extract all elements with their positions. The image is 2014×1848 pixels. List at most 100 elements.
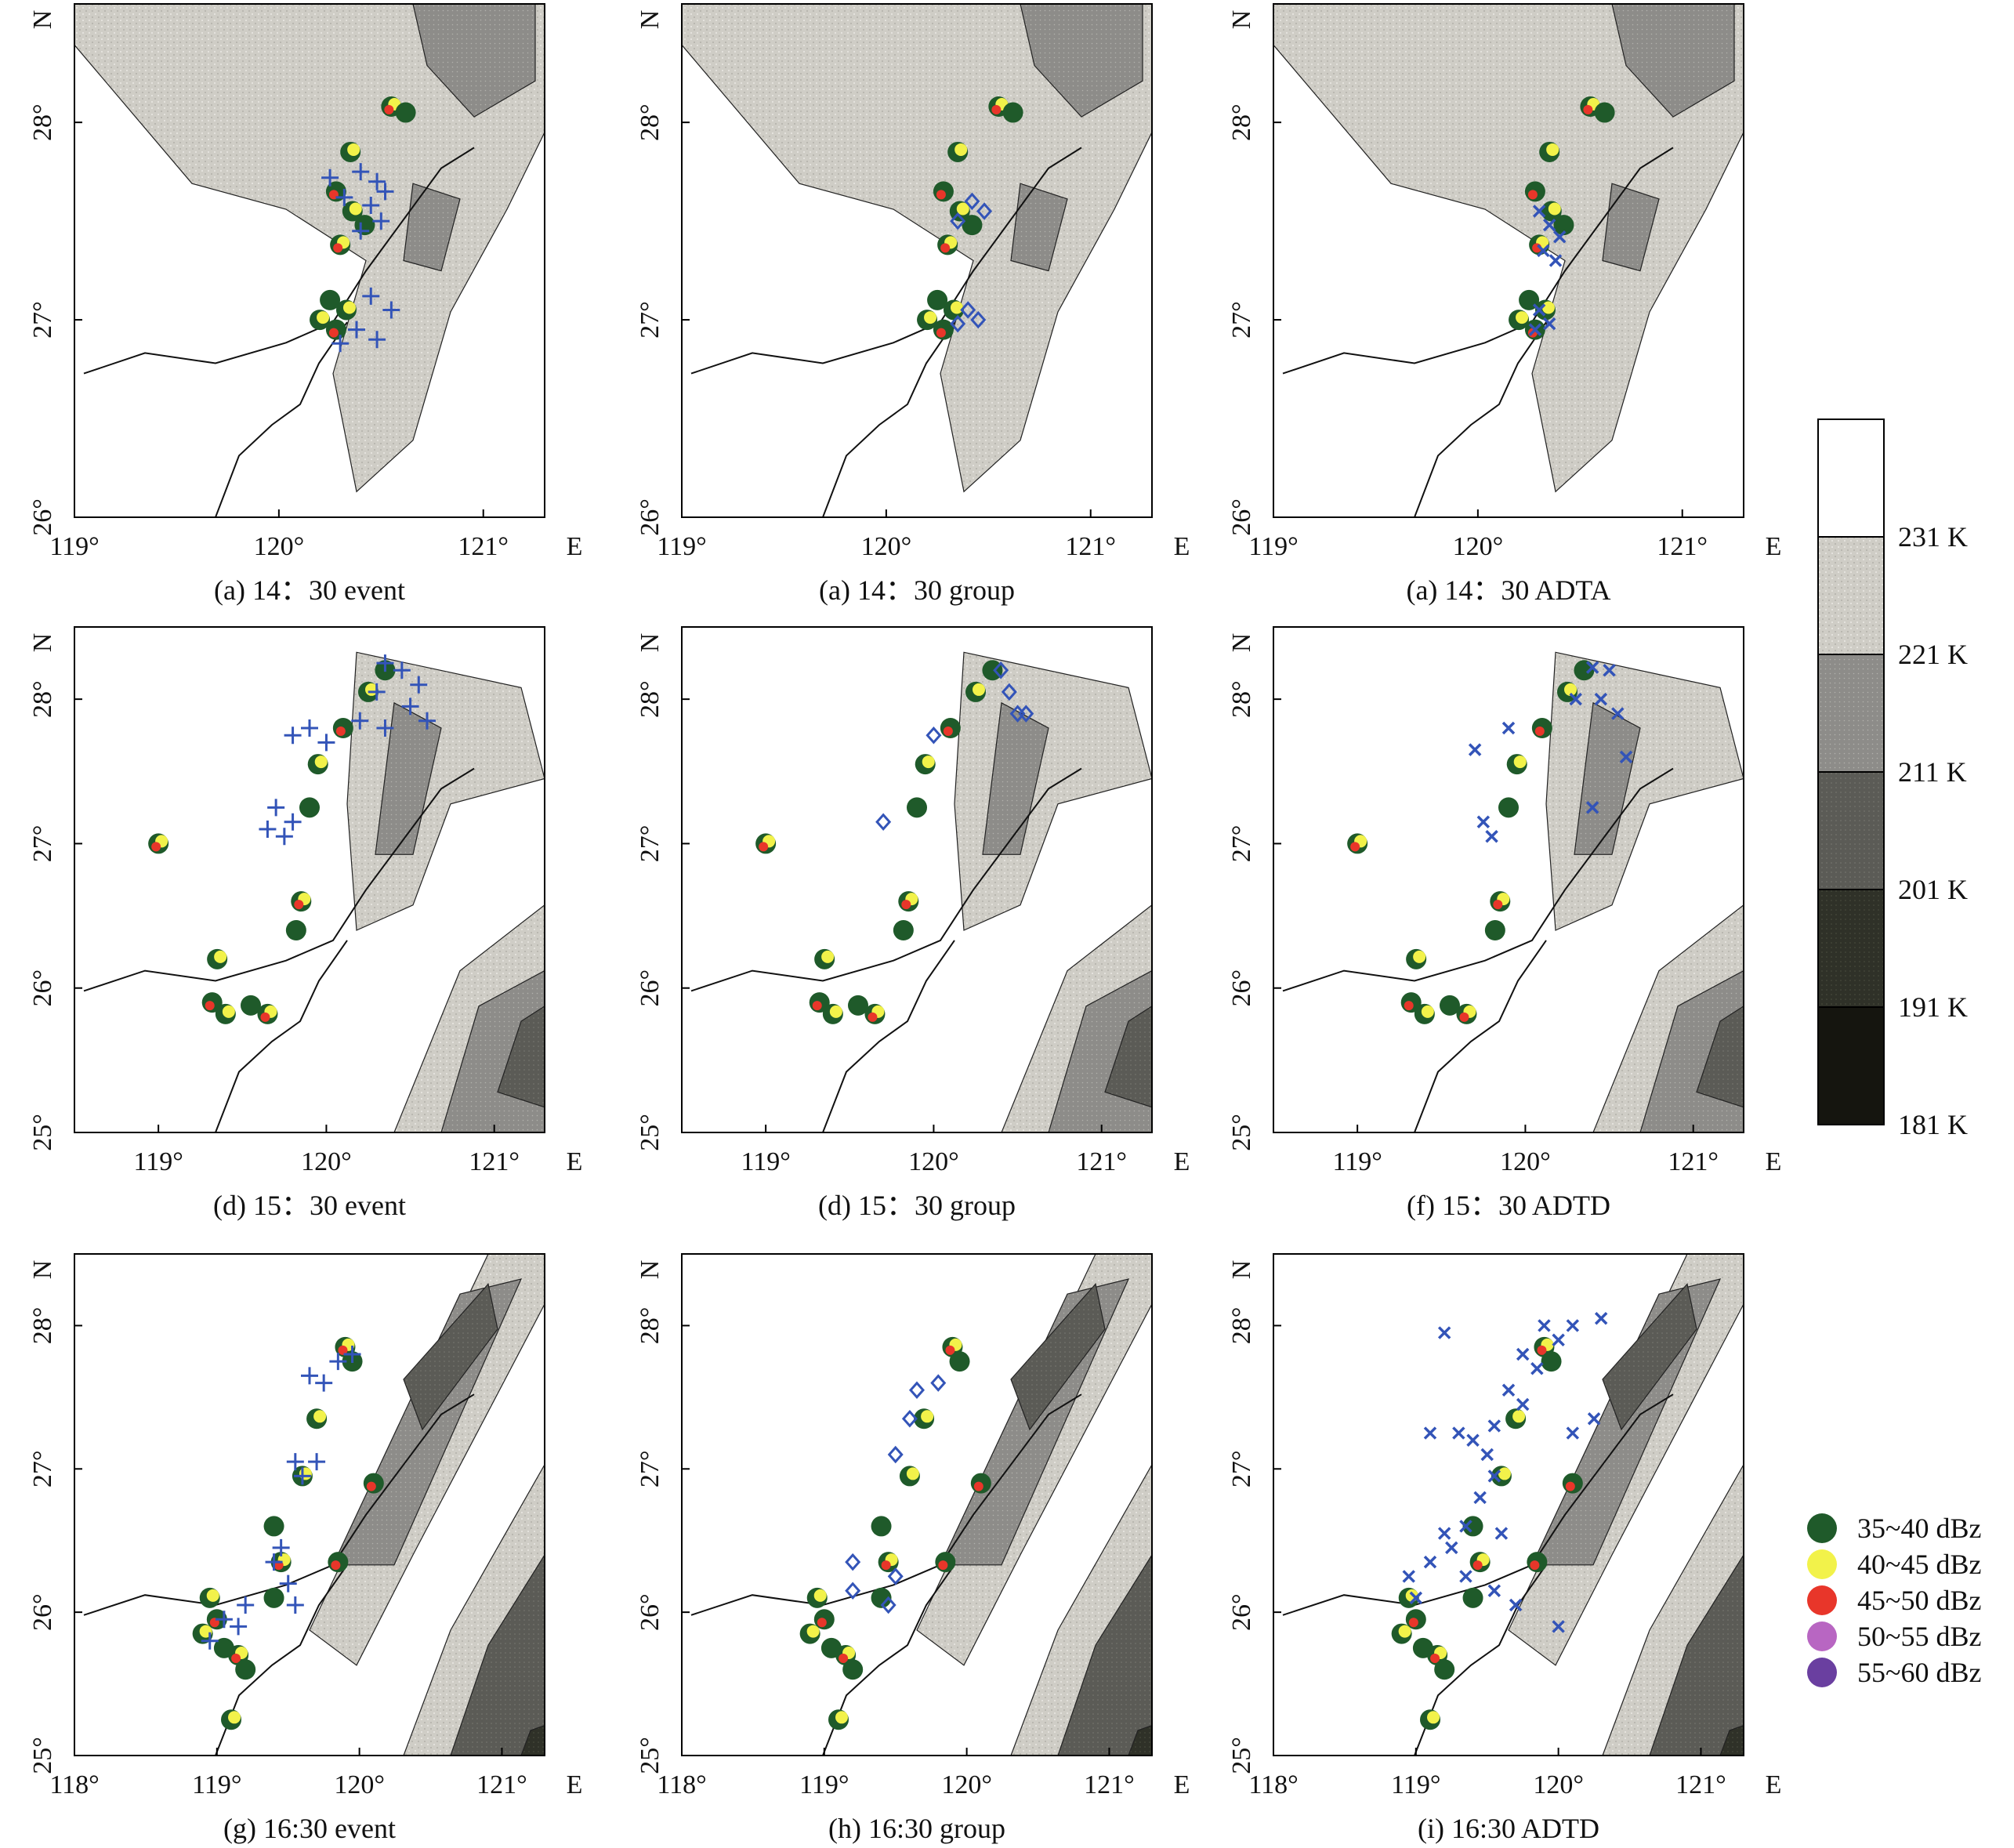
cloud-211k-south	[1104, 1006, 1152, 1108]
coastline-south	[1414, 321, 1547, 517]
radar-echo	[1462, 1587, 1483, 1608]
lightning-mark	[1542, 218, 1556, 232]
lightning-mark	[382, 301, 400, 319]
radar-echo	[349, 202, 362, 216]
lightning-mark	[993, 661, 1009, 679]
lightning-mark	[301, 719, 318, 737]
coastline-south	[822, 1564, 955, 1756]
radar-echo	[1537, 1345, 1547, 1355]
radar-echo	[835, 1711, 848, 1724]
radar-echo	[151, 842, 161, 852]
radar-echo	[936, 190, 946, 200]
lightning-mark	[376, 654, 394, 672]
panel-a3: 119° 120° 121° E 26° 27° 28° N (a) 14：30 ADTA	[1227, 3, 1782, 606]
y-tick-label: 26°	[636, 1593, 665, 1631]
radar-echo	[1440, 995, 1460, 1016]
lightning-mark	[1402, 1570, 1415, 1583]
radar-echo	[881, 1560, 891, 1571]
panel-caption: (a) 14：30 event	[214, 574, 405, 606]
lightning-mark	[1480, 1448, 1494, 1462]
x-tick-label: 121°	[1675, 1770, 1726, 1799]
lightning-mark	[1569, 692, 1582, 706]
radar-echo	[821, 950, 835, 963]
lightning-mark	[368, 683, 386, 701]
y-unit-label: N	[636, 10, 665, 30]
y-tick-label: 27°	[636, 825, 665, 863]
radar-echo	[938, 1560, 948, 1571]
radar-echo	[1541, 301, 1555, 314]
cloud-221k-core	[1010, 183, 1068, 272]
lightning-mark	[1528, 323, 1542, 336]
y-unit-label: N	[636, 633, 665, 653]
colorbar-segment	[1817, 889, 1885, 1008]
cloud-201k-south	[1719, 1724, 1744, 1756]
x-tick-label: 120°	[301, 1147, 352, 1176]
lightning-mark	[1018, 705, 1034, 723]
lightning-mark	[1603, 664, 1616, 677]
radar-echo	[1498, 1467, 1511, 1480]
y-unit-label: N	[636, 1260, 665, 1280]
radar-echo	[1430, 1654, 1440, 1663]
radar-echo	[973, 683, 985, 696]
radar-echo	[813, 1589, 827, 1602]
lightning-mark	[1619, 750, 1633, 764]
map-area	[1273, 1254, 1744, 1756]
radar-echo	[759, 842, 769, 852]
radar-echo	[950, 301, 963, 314]
colorbar-label: 221 K	[1898, 639, 1968, 670]
lightning-mark	[1509, 1598, 1523, 1612]
lightning-mark	[887, 1567, 904, 1585]
radar-echo	[868, 1012, 878, 1022]
colorbar-label: 211 K	[1898, 756, 1967, 788]
lightning-mark	[265, 1553, 283, 1571]
radar-echo	[1512, 1410, 1526, 1423]
lightning-mark	[1585, 661, 1599, 674]
radar-echo	[1527, 190, 1538, 200]
x-tick-label: 119°	[741, 1147, 790, 1176]
lightning-mark	[376, 719, 394, 737]
cloud-221k	[982, 701, 1049, 855]
radar-echo	[260, 1012, 270, 1022]
lightning-mark	[1452, 1426, 1465, 1440]
lightning-mark	[887, 1445, 904, 1464]
x-tick-label: 121°	[476, 1770, 527, 1799]
radar-echo	[1462, 1516, 1483, 1537]
radar-echo	[1564, 683, 1577, 696]
y-tick-label: 25°	[1227, 1737, 1256, 1774]
radar-echo	[921, 1410, 934, 1423]
x-tick-label: 120°	[908, 1147, 959, 1176]
radar-echo	[906, 1467, 919, 1480]
x-unit-label: E	[567, 1770, 583, 1799]
x-tick-label: 120°	[1533, 1770, 1584, 1799]
radar-echo	[936, 328, 946, 338]
radar-echo	[954, 143, 968, 156]
y-tick-label: 26°	[1227, 969, 1256, 1007]
lightning-mark	[1516, 1347, 1530, 1361]
radar-echo	[1484, 920, 1505, 940]
x-tick-label: 121°	[1065, 532, 1116, 561]
coastline	[690, 767, 1082, 992]
radar-echo	[1404, 1001, 1414, 1011]
x-tick-label: 119°	[799, 1770, 849, 1799]
lightning-mark	[348, 321, 365, 339]
y-tick-label: 25°	[636, 1737, 665, 1774]
radar-echo	[812, 1001, 822, 1011]
plot-frame	[74, 3, 545, 518]
x-unit-label: E	[1174, 532, 1190, 561]
x-unit-label: E	[1766, 1770, 1782, 1799]
x-tick-label: 119°	[1248, 532, 1298, 561]
lightning-mark	[321, 168, 339, 187]
legend-label: 55~60 dBz	[1857, 1657, 1981, 1688]
x-tick-label: 121°	[1668, 1147, 1719, 1176]
lightning-mark	[418, 712, 436, 730]
radar-echo	[228, 1711, 241, 1724]
x-tick-label: 119°	[133, 1147, 183, 1176]
map-area	[682, 1254, 1152, 1756]
lightning-mark	[272, 1538, 290, 1556]
y-tick-label: 26°	[28, 498, 57, 536]
panel-caption: (d) 15：30 group	[818, 1190, 1016, 1221]
x-tick-label: 120°	[941, 1770, 992, 1799]
cloud-211k-south	[1696, 1006, 1744, 1108]
colorbar-segment	[1817, 419, 1885, 538]
x-unit-label: E	[1766, 532, 1782, 561]
